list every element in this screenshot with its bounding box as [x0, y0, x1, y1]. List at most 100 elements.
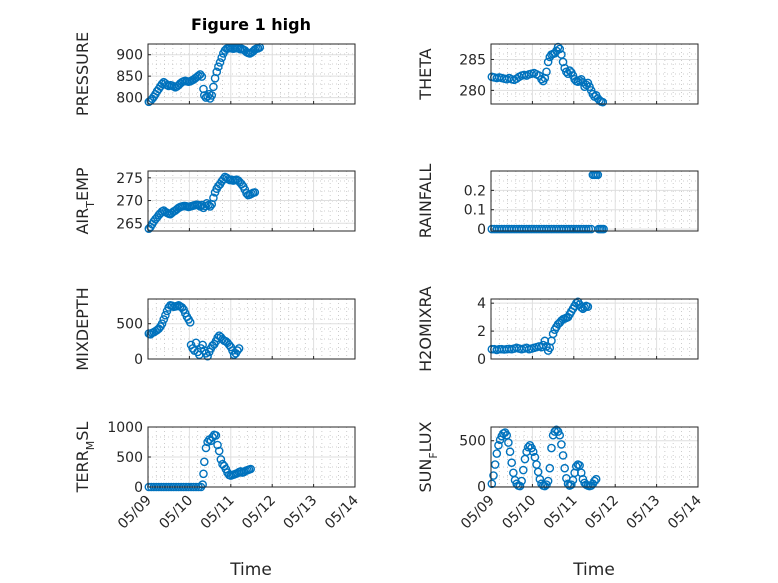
- data-point: [490, 460, 500, 469]
- data-point: [591, 474, 601, 484]
- data-point: [201, 443, 211, 453]
- data-point: [211, 431, 221, 440]
- data-point: [583, 302, 593, 311]
- data-point: [494, 441, 503, 450]
- data-point: [567, 480, 576, 490]
- axes-frame: [147, 43, 356, 105]
- data-point: [198, 340, 207, 350]
- data-point: [159, 315, 169, 324]
- x-tick-label: 05/11: [198, 493, 238, 533]
- x-tick-label: 05/10: [499, 493, 539, 533]
- subplot-1: 800 850 900 PRESSURE: [73, 32, 356, 116]
- x-tick-label: 05/14: [322, 492, 362, 532]
- data-point: [555, 430, 565, 440]
- x-tick-label: 05/11: [541, 493, 581, 533]
- y-tick-label: 500: [459, 434, 486, 450]
- data-point: [200, 457, 209, 467]
- axes-frame: [490, 43, 699, 105]
- y-tick-label: 500: [116, 450, 143, 466]
- figure-title: Figure 1 high: [191, 15, 311, 34]
- data-point: [517, 476, 526, 486]
- y-tick-label: 850: [116, 69, 143, 85]
- y-tick-label: 0.1: [464, 203, 486, 219]
- data-point: [542, 67, 551, 77]
- y-tick-label: 1000: [107, 420, 143, 436]
- y-tick-label: 275: [116, 171, 143, 187]
- y-tick-label: 0.2: [464, 183, 486, 199]
- y-tick-label: 0: [134, 352, 143, 368]
- data-point: [209, 82, 218, 92]
- data-point: [157, 319, 167, 329]
- x-tick-label: 05/12: [582, 493, 622, 533]
- data-point: [214, 446, 224, 456]
- data-point: [598, 97, 608, 107]
- x-tick-label: 05/13: [281, 493, 321, 533]
- data-point: [215, 58, 225, 67]
- y-tick-label: 800: [116, 91, 143, 107]
- x-tick-label: 05/09: [458, 493, 498, 533]
- data-point: [234, 344, 244, 353]
- axes-frame: [490, 426, 699, 488]
- data-point: [217, 53, 226, 63]
- data-point: [548, 329, 558, 339]
- data-point: [590, 476, 599, 486]
- data-point: [557, 440, 566, 449]
- data-point: [216, 455, 226, 464]
- y-tick-label: 0: [477, 352, 486, 368]
- data-point: [489, 471, 498, 480]
- data-point: [584, 224, 594, 234]
- data-point: [492, 449, 502, 458]
- data-point: [558, 451, 568, 460]
- data-point: [209, 193, 218, 203]
- data-point: [535, 474, 545, 484]
- data-point: [213, 440, 222, 450]
- axes-frame: [147, 426, 356, 488]
- data-point: [250, 188, 260, 197]
- y-tick-label: 4: [477, 296, 486, 312]
- data-point: [547, 443, 556, 453]
- data-point: [580, 303, 589, 312]
- x-tick-label: 05/14: [665, 492, 705, 532]
- y-tick-label: 0: [477, 222, 486, 238]
- data-point: [161, 310, 170, 320]
- y-tick-label: 285: [459, 52, 486, 68]
- data-point: [581, 224, 591, 234]
- x-axis-label-left: Time: [229, 560, 272, 580]
- y-axis-label: SUNFLUX: [416, 421, 440, 492]
- data-point: [203, 91, 212, 101]
- y-tick-label: 500: [116, 317, 143, 333]
- data-point: [560, 463, 569, 473]
- y-axis-label: H2OMIXRA: [416, 286, 435, 372]
- y-axis-label: MIXDEPTH: [73, 287, 92, 370]
- data-point: [198, 480, 207, 489]
- data-point: [199, 469, 208, 479]
- axes-frame: [147, 170, 356, 232]
- data-point: [528, 447, 538, 457]
- y-tick-label: 2: [477, 324, 486, 340]
- x-tick-label: 05/09: [115, 493, 155, 533]
- data-point: [555, 44, 565, 54]
- data-point: [553, 42, 563, 52]
- data-point: [205, 202, 215, 211]
- data-point: [504, 438, 513, 447]
- axes-frame: [490, 298, 699, 360]
- subplot-4: 0 0.1 0.2 RAINFALL: [416, 164, 699, 239]
- data-point: [195, 70, 205, 79]
- subplot-6: 0 2 4 H2OMIXRA: [416, 286, 699, 372]
- y-axis-label: AIRTEMP: [73, 167, 97, 234]
- subplot-8: 0 500 SUNFLUX 05/09 05/10 05/11 05/12 05/13 05/1…: [416, 421, 705, 532]
- data-point: [543, 57, 553, 67]
- data-point: [507, 458, 517, 468]
- data-point: [543, 476, 553, 486]
- y-axis-label: RAINFALL: [416, 164, 435, 239]
- y-axis-label: THETA: [416, 48, 435, 100]
- data-point: [505, 447, 515, 457]
- data-point: [185, 317, 195, 327]
- subplot-5: 0 500 MIXDEPTH: [73, 287, 356, 371]
- subplot-7: 0 500 1000 TERRMSL 05/09 05/10 05/11 05/12 05/13…: [73, 420, 362, 532]
- subplot-3: 265 270 275 AIRTEMP: [73, 167, 356, 235]
- x-tick-label: 05/13: [624, 493, 664, 533]
- y-tick-label: 0: [134, 480, 143, 496]
- data-point: [207, 91, 217, 100]
